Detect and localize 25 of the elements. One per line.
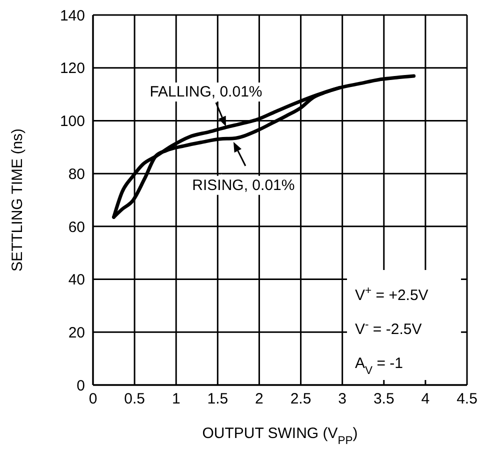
x-tick-label: 1.5 bbox=[207, 390, 228, 408]
x-tick-label: 4.5 bbox=[456, 390, 478, 408]
annotation: A$_{V}$ = -1 bbox=[355, 355, 403, 377]
x-tick-label: 2 bbox=[255, 390, 264, 408]
y-tick-label: 80 bbox=[68, 166, 85, 183]
y-tick-label: 140 bbox=[60, 7, 85, 24]
x-axis-title: OUTPUT SWING (V$_{PP}$) bbox=[202, 425, 358, 447]
y-tick-label: 20 bbox=[68, 324, 85, 342]
x-tick-label: 1 bbox=[172, 390, 180, 408]
x-tick-label: 4 bbox=[421, 390, 430, 408]
y-axis-title: SETTLING TIME (ns) bbox=[9, 128, 26, 272]
y-tick-label: 100 bbox=[60, 113, 85, 130]
y-tick-label: 0 bbox=[76, 377, 85, 394]
x-tick-label: 3.5 bbox=[373, 390, 394, 408]
x-tick-label: 3 bbox=[338, 390, 347, 408]
annotation: V$^{+}$ = +2.5V bbox=[355, 285, 428, 304]
annotation: RISING, 0.01% bbox=[192, 176, 295, 194]
y-tick-label: 120 bbox=[60, 60, 85, 78]
annotation: V$^{-}$ = -2.5V bbox=[355, 319, 422, 338]
x-tick-label: 0.5 bbox=[124, 390, 145, 408]
annotation: FALLING, 0.01% bbox=[150, 84, 262, 101]
y-tick-label: 40 bbox=[68, 272, 85, 289]
x-tick-label: 2.5 bbox=[290, 390, 312, 408]
x-tick-label: 0 bbox=[88, 390, 98, 408]
y-tick-label: 60 bbox=[68, 218, 85, 236]
